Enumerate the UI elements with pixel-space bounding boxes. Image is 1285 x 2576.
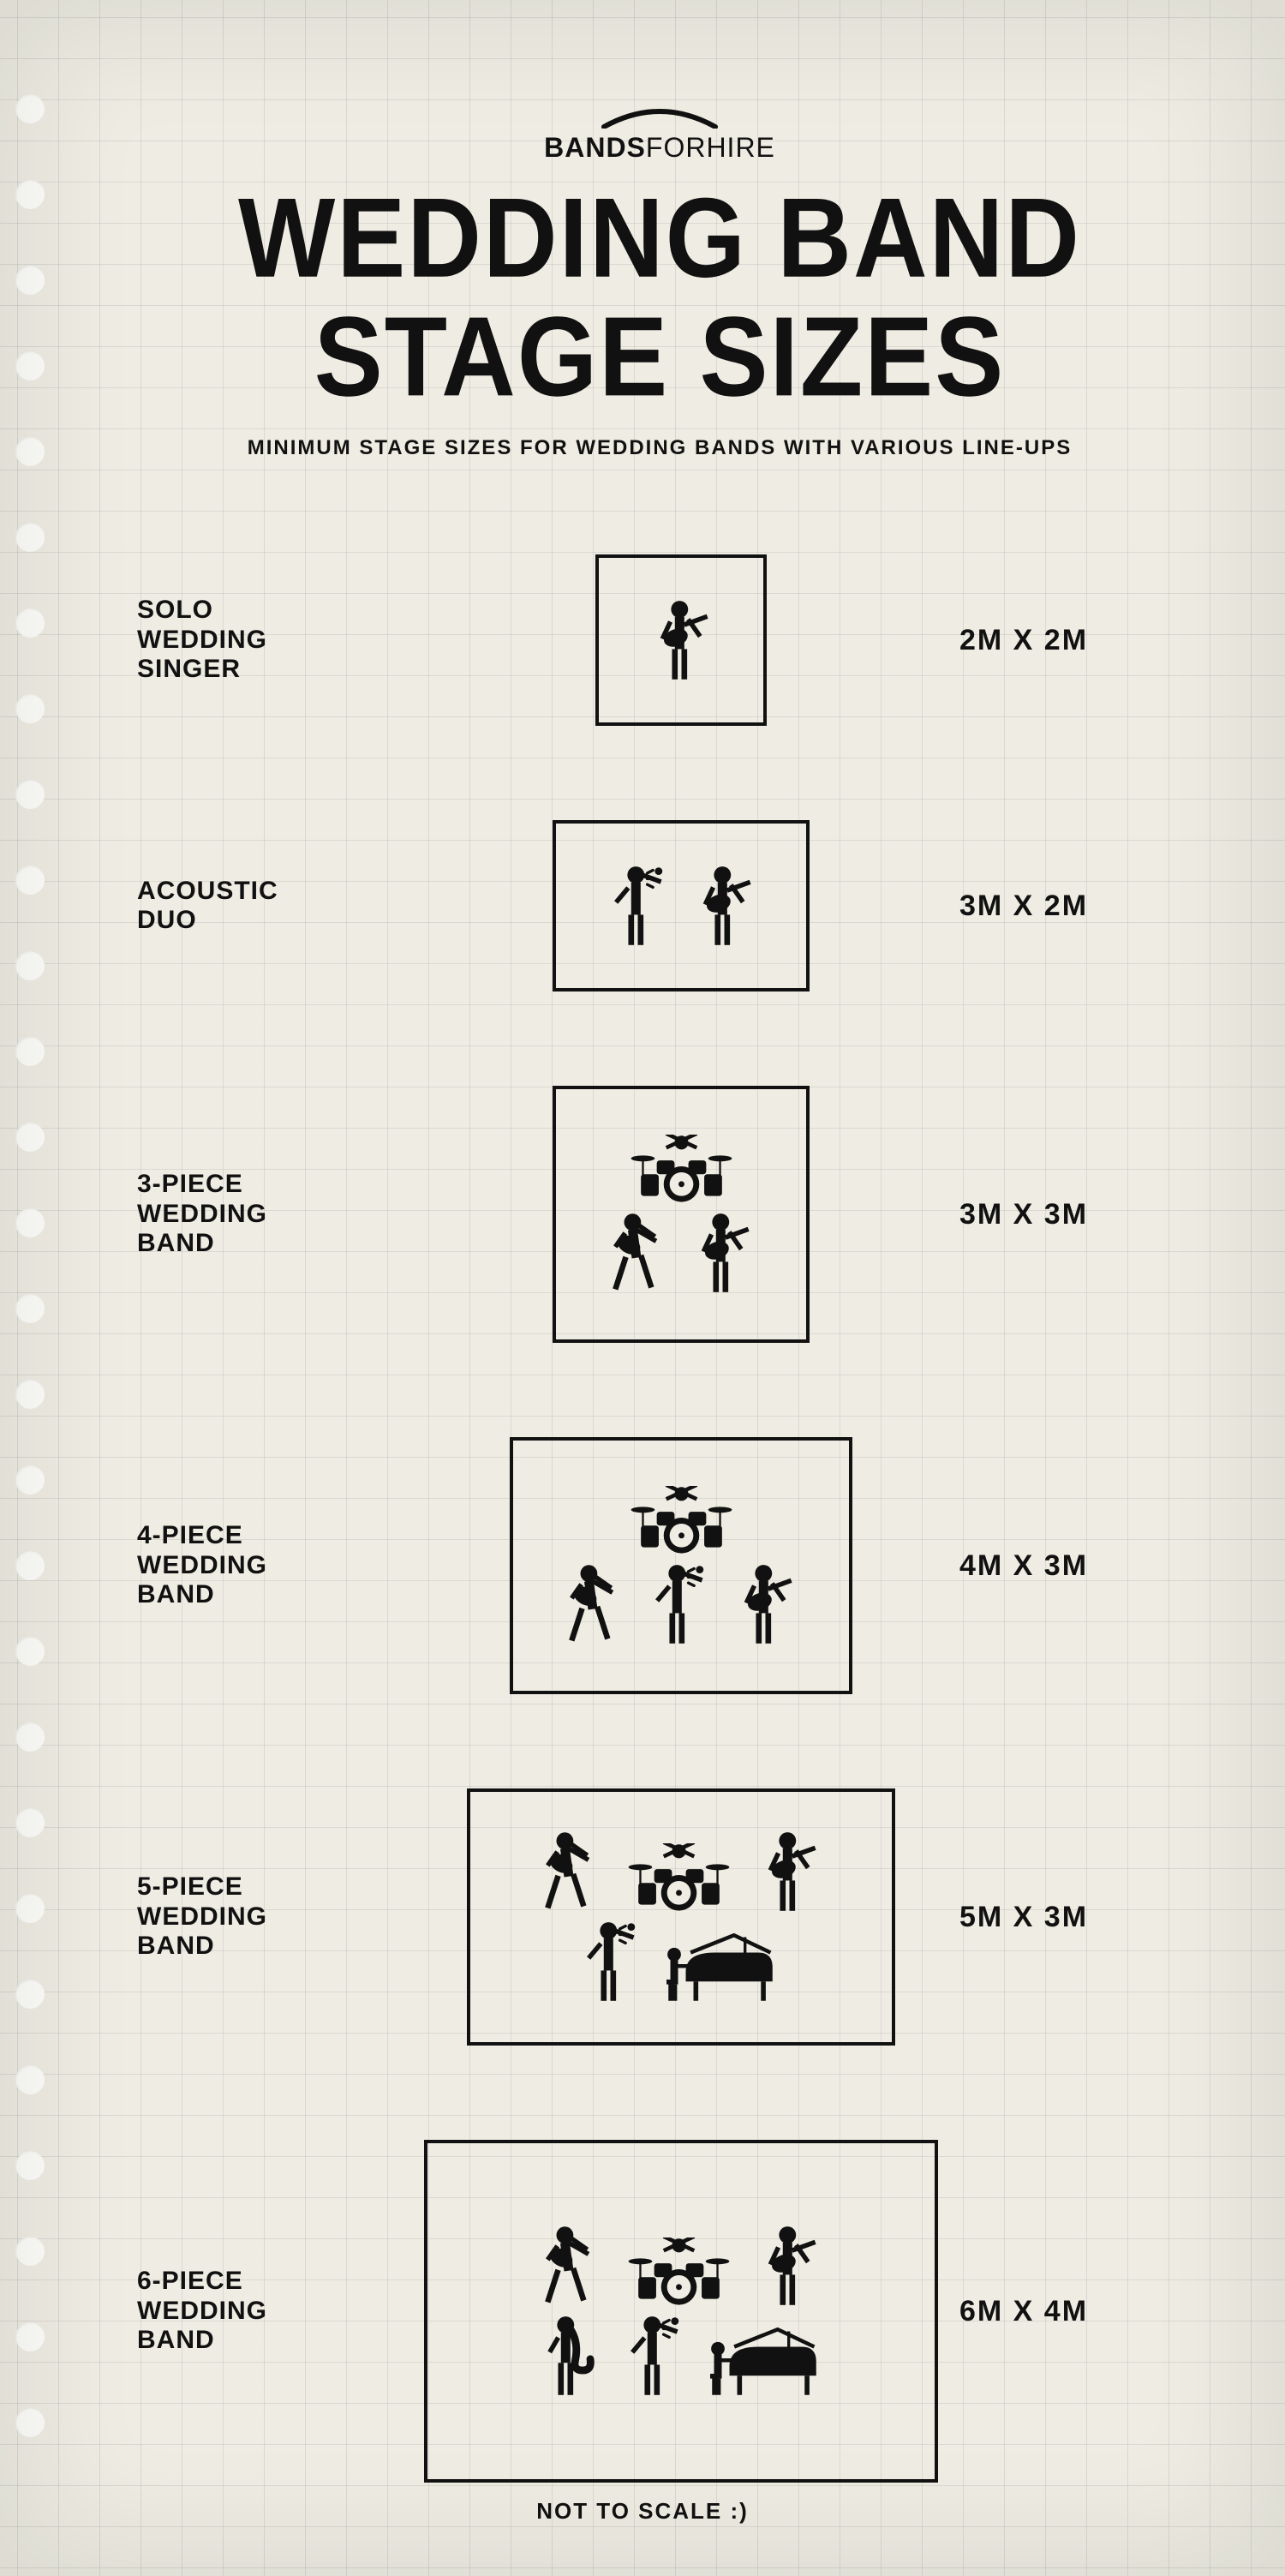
- dimension-label: 6M X 4M: [959, 2295, 1182, 2328]
- stage-wrap: [420, 1086, 942, 1343]
- dimension-label: 3M X 3M: [959, 1198, 1182, 1231]
- rock-icon: [542, 2226, 599, 2307]
- logo-for: FOR: [646, 132, 707, 163]
- icon-row: [651, 600, 712, 681]
- logo-arc-icon: [595, 103, 724, 129]
- icon-row: [542, 2226, 820, 2307]
- stage-box: [510, 1437, 852, 1694]
- singer-icon: [648, 1564, 709, 1645]
- logo-bands: BANDS: [544, 132, 646, 163]
- stage-wrap: [420, 554, 942, 726]
- row-label: 4-PIECE WEDDING BAND: [137, 1521, 403, 1610]
- page-title: WEDDING BAND STAGE SIZES: [137, 178, 1182, 416]
- stage-box: [467, 1788, 895, 2046]
- stage-row: SOLO WEDDING SINGER 2M X 2M: [137, 554, 1182, 726]
- title-line-1: WEDDING BAND: [238, 175, 1081, 301]
- icon-row: [627, 1135, 736, 1204]
- stage-box: [424, 2140, 938, 2483]
- icon-row: [542, 1831, 820, 1913]
- drums-icon: [627, 1135, 736, 1204]
- dimension-label: 4M X 3M: [959, 1549, 1182, 1583]
- row-label: 6-PIECE WEDDING BAND: [137, 2267, 403, 2356]
- stage-wrap: [420, 2140, 942, 2483]
- stage-row: 6-PIECE WEDDING BAND 6M X 4M: [137, 2140, 1182, 2483]
- rock-icon: [566, 1564, 623, 1645]
- guitar-icon: [759, 1831, 820, 1913]
- stage-row: ACOUSTIC DUO 3M X 2M: [137, 820, 1182, 991]
- logo: BANDSFORHIRE: [137, 103, 1182, 164]
- drums-icon: [625, 1843, 733, 1913]
- piano-icon: [666, 1933, 782, 2003]
- icon-row: [580, 1921, 782, 2003]
- stage-row: 3-PIECE WEDDING BAND 3M X 3M: [137, 1086, 1182, 1343]
- stage-box: [553, 820, 810, 991]
- content: BANDSFORHIRE WEDDING BAND STAGE SIZES MI…: [0, 0, 1285, 2576]
- rock-icon: [610, 1213, 666, 1294]
- dimension-label: 2M X 2M: [959, 624, 1182, 657]
- logo-hire: HIRE: [706, 132, 774, 163]
- icon-row: [607, 866, 755, 947]
- subtitle: MINIMUM STAGE SIZES FOR WEDDING BANDS WI…: [137, 436, 1182, 460]
- rock-icon: [542, 1831, 599, 1913]
- rows-container: SOLO WEDDING SINGER 2M X 2M ACOUSTIC DUO 3M…: [137, 554, 1182, 2483]
- drums-icon: [625, 2238, 733, 2307]
- dimension-label: 3M X 2M: [959, 890, 1182, 923]
- dimension-label: 5M X 3M: [959, 1901, 1182, 1934]
- guitar-icon: [735, 1564, 796, 1645]
- singer-icon: [624, 2315, 684, 2397]
- row-label: 5-PIECE WEDDING BAND: [137, 1872, 403, 1962]
- title-line-2: STAGE SIZES: [314, 294, 1006, 420]
- stage-row: 4-PIECE WEDDING BAND 4M X 3M: [137, 1437, 1182, 1694]
- stage-wrap: [420, 1437, 942, 1694]
- stage-row: 5-PIECE WEDDING BAND 5M X 3M: [137, 1788, 1182, 2046]
- singer-icon: [607, 866, 668, 947]
- row-label: 3-PIECE WEDDING BAND: [137, 1170, 403, 1259]
- stage-box: [595, 554, 767, 726]
- sax-icon: [537, 2315, 598, 2397]
- piano-icon: [710, 2327, 826, 2397]
- guitar-icon: [694, 866, 755, 947]
- icon-row: [627, 1486, 736, 1555]
- guitar-icon: [651, 600, 712, 681]
- stage-wrap: [420, 820, 942, 991]
- icon-row: [537, 2315, 826, 2397]
- guitar-icon: [759, 2226, 820, 2307]
- row-label: ACOUSTIC DUO: [137, 877, 403, 936]
- icon-row: [566, 1564, 796, 1645]
- stage-box: [553, 1086, 810, 1343]
- singer-icon: [580, 1921, 641, 2003]
- footer-note: NOT TO SCALE :): [0, 2498, 1285, 2525]
- guitar-icon: [692, 1213, 753, 1294]
- icon-row: [610, 1213, 753, 1294]
- stage-wrap: [420, 1788, 942, 2046]
- row-label: SOLO WEDDING SINGER: [137, 596, 403, 685]
- drums-icon: [627, 1486, 736, 1555]
